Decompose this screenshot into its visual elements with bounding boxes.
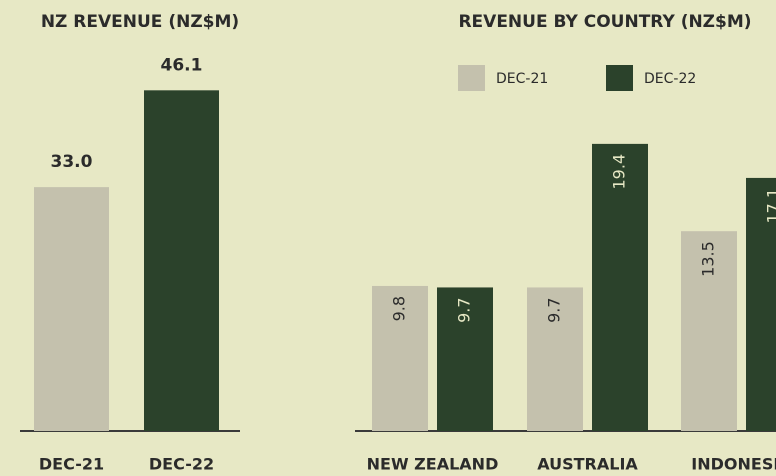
chart-title: REVENUE BY COUNTRY (NZ$M) xyxy=(458,12,751,32)
bar xyxy=(372,285,428,431)
bar xyxy=(527,287,583,431)
value-label: 33.0 xyxy=(51,152,93,172)
x-tick-label: INDONESIA xyxy=(691,455,776,474)
value-label: 13.5 xyxy=(699,241,718,277)
value-label: 9.7 xyxy=(455,297,474,322)
value-label: 9.7 xyxy=(545,297,564,322)
chart-title: NZ REVENUE (NZ$M) xyxy=(41,12,239,32)
value-label: 17.1 xyxy=(764,188,776,224)
x-tick-label: NEW ZEALAND xyxy=(367,455,499,474)
x-tick-label: DEC-22 xyxy=(149,455,214,474)
legend-label: DEC-22 xyxy=(644,71,696,87)
bar xyxy=(144,90,219,432)
x-tick-label: DEC-21 xyxy=(39,455,104,474)
value-label: 19.4 xyxy=(610,154,629,190)
legend-swatch xyxy=(606,65,633,91)
value-label: 46.1 xyxy=(161,55,203,75)
legend-label: DEC-21 xyxy=(496,71,548,87)
legend-swatch xyxy=(458,65,485,91)
bar xyxy=(592,143,648,431)
x-tick-label: AUSTRALIA xyxy=(537,455,638,474)
bar xyxy=(437,287,493,431)
bar xyxy=(34,187,109,431)
bar xyxy=(681,231,737,431)
bar xyxy=(746,177,776,431)
value-label: 9.8 xyxy=(390,296,409,321)
